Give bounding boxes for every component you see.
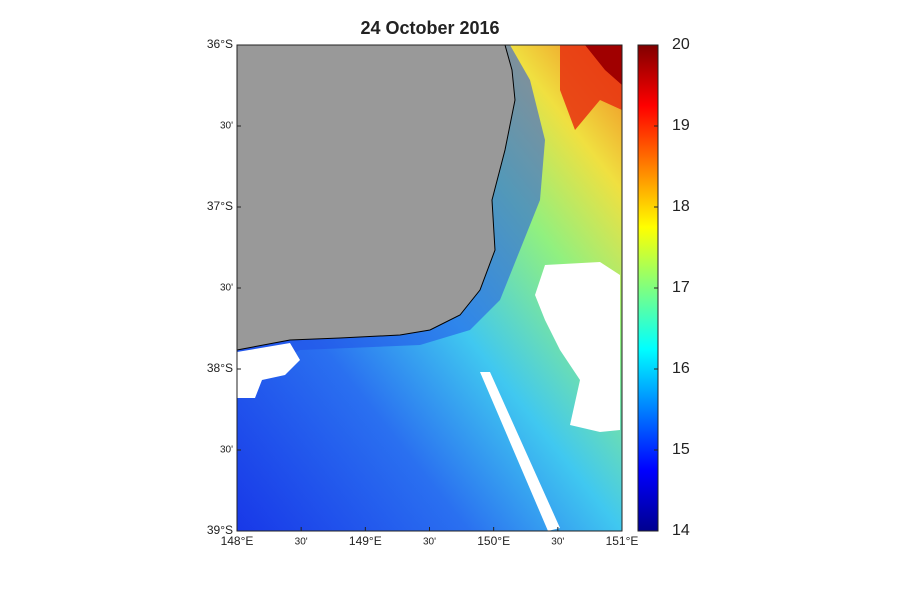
- colorbar-tick-label: 19: [672, 117, 690, 134]
- x-tick-label: 30': [423, 537, 436, 548]
- land: [236, 44, 516, 351]
- map: [236, 44, 623, 532]
- title: 24 October 2016: [360, 18, 499, 38]
- x-tick-label: 151°E: [606, 534, 639, 548]
- x-tick-label: 148°E: [221, 534, 254, 548]
- colorbar-tick-label: 20: [672, 36, 690, 53]
- no-data: [535, 262, 620, 432]
- colorbar-tick-label: 14: [672, 522, 690, 539]
- y-tick-label: 30': [220, 445, 233, 456]
- y-tick-label: 37°S: [207, 199, 233, 213]
- x-tick-label: 30': [295, 537, 308, 548]
- colorbar-tick-label: 15: [672, 441, 690, 458]
- x-tick-label: 150°E: [477, 534, 510, 548]
- x-tick-label: 30': [551, 537, 564, 548]
- y-tick-label: 30': [220, 283, 233, 294]
- colorbar-tick-label: 18: [672, 198, 690, 215]
- no-data: [480, 372, 560, 531]
- y-tick-label: 30': [220, 121, 233, 132]
- y-tick-label: 39°S: [207, 523, 233, 537]
- y-tick-label: 38°S: [207, 361, 233, 375]
- warm-core: [585, 45, 622, 85]
- no-data: [237, 343, 300, 398]
- colorbar-tick-label: 16: [672, 360, 690, 377]
- colorbar-tick-label: 17: [672, 279, 690, 296]
- x-tick-label: 149°E: [349, 534, 382, 548]
- y-tick-label: 36°S: [207, 37, 233, 51]
